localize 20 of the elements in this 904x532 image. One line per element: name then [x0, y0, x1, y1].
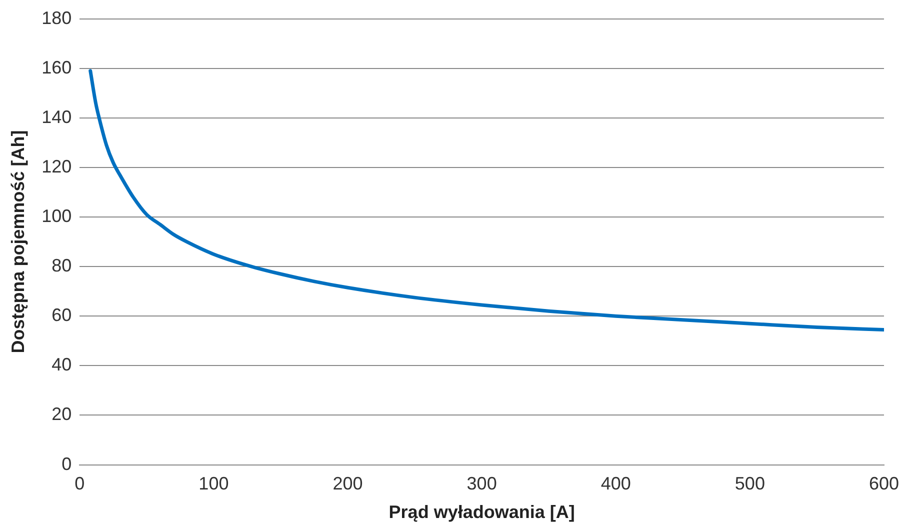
x-tick-label: 200 — [332, 474, 363, 494]
y-axis-title: Dostępna pojemność [Ah] — [8, 130, 28, 354]
y-tick-label: 20 — [52, 404, 72, 424]
x-axis-title: Prąd wyładowania [A] — [388, 502, 575, 522]
y-tick-label: 80 — [52, 256, 72, 276]
y-tick-label: 160 — [42, 57, 72, 78]
x-tick-label: 100 — [198, 474, 229, 494]
y-tick-label: 140 — [42, 106, 72, 127]
y-tick-label: 100 — [42, 206, 72, 226]
x-tick-label: 600 — [868, 474, 900, 494]
line-series — [88, 69, 884, 332]
y-tick-label: 180 — [42, 8, 72, 28]
y-tick-label: 120 — [42, 156, 72, 176]
y-tick-label: 40 — [52, 354, 72, 375]
x-tick-label: 0 — [74, 474, 85, 494]
y-tick-label: 0 — [62, 454, 72, 474]
x-tick-label: 500 — [734, 474, 765, 494]
x-tick-label: 400 — [600, 474, 631, 494]
x-tick-label: 300 — [466, 474, 497, 494]
y-tick-label: 60 — [52, 305, 72, 326]
